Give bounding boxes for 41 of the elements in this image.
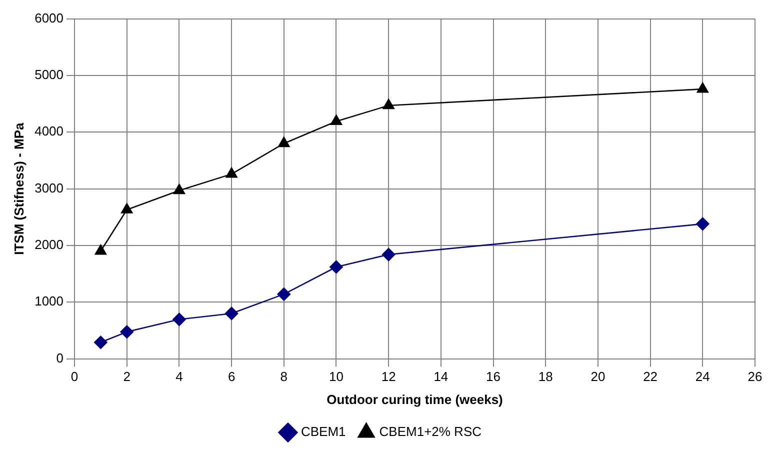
- legend-label: CBEM1+2% RSC: [379, 424, 482, 440]
- y-axis-title: ITSM (Stifness) - MPa: [11, 122, 26, 255]
- y-tick-label: 1000: [34, 294, 64, 309]
- point: [330, 114, 342, 126]
- point: [226, 167, 238, 178]
- x-tick-label: 8: [280, 369, 288, 384]
- x-tick-label: 12: [381, 369, 396, 384]
- x-tick-label: 16: [486, 369, 501, 384]
- x-tick-label: 14: [434, 369, 448, 384]
- point: [94, 244, 107, 255]
- x-tick-label: 6: [228, 369, 236, 384]
- x-tick-label: 2: [123, 369, 130, 384]
- y-tick-label: 2000: [34, 237, 64, 252]
- point: [382, 248, 396, 262]
- legend-label: CBEM1: [300, 424, 346, 440]
- x-tick-label: 20: [590, 369, 606, 384]
- point: [173, 184, 186, 194]
- point: [224, 306, 238, 320]
- x-tick-label: 10: [329, 369, 344, 384]
- x-tick-label: 0: [70, 369, 78, 384]
- y-tick-label: 6000: [34, 10, 64, 26]
- y-tick-label: 4000: [34, 124, 64, 139]
- x-tick-label: 24: [695, 369, 710, 384]
- y-tick-label: 3000: [34, 180, 64, 196]
- point: [696, 217, 710, 231]
- point: [330, 260, 343, 274]
- point: [121, 203, 133, 214]
- y-tick-label: 5000: [34, 67, 64, 82]
- x-axis-title: Outdoor curing time (weeks): [326, 392, 503, 407]
- x-tick-label: 4: [176, 369, 183, 384]
- x-tick-label: 22: [643, 369, 658, 384]
- x-tick-label: 18: [538, 369, 553, 384]
- point: [172, 312, 186, 326]
- point: [278, 136, 290, 148]
- point: [277, 288, 291, 301]
- point: [696, 82, 708, 93]
- point: [382, 98, 394, 110]
- x-tick-label: 26: [748, 369, 762, 384]
- point: [120, 325, 134, 339]
- y-tick-label: 0: [56, 350, 64, 366]
- point: [94, 336, 108, 350]
